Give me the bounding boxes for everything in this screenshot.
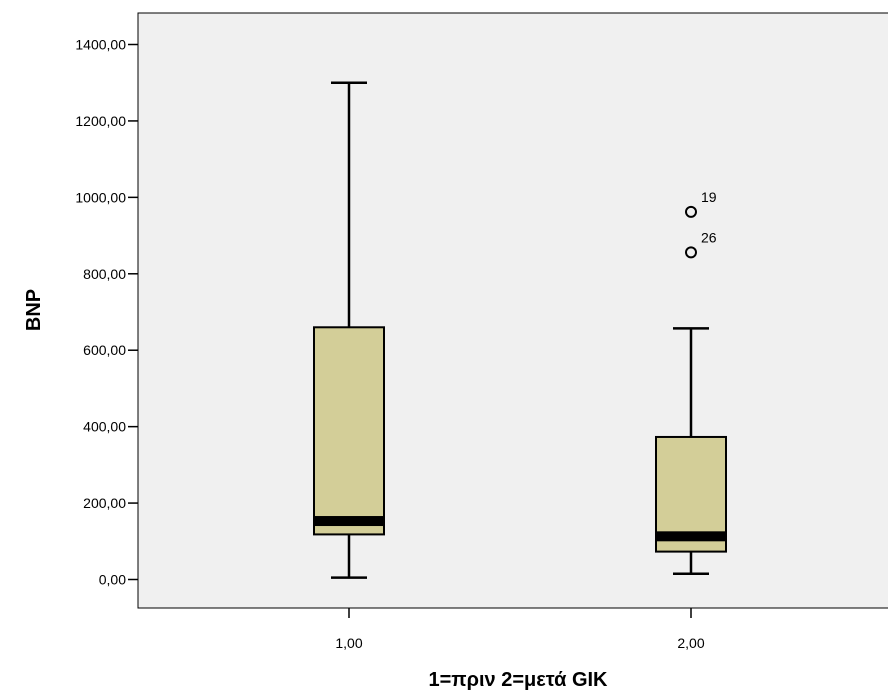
x-axis-title: 1=πριν 2=μετά GIK bbox=[428, 669, 608, 691]
y-tick-label: 600,00 bbox=[83, 342, 126, 358]
x-axis: 1,00 2,00 bbox=[335, 608, 705, 651]
outlier-label: 26 bbox=[701, 229, 717, 245]
y-tick-label: 1000,00 bbox=[75, 189, 126, 205]
median-bar bbox=[314, 516, 384, 527]
y-axis-title: BNP bbox=[23, 289, 45, 331]
outlier-point bbox=[685, 246, 697, 259]
y-tick-label: 1200,00 bbox=[75, 113, 126, 129]
iqr-box bbox=[313, 326, 385, 536]
x-tick-label: 2,00 bbox=[677, 635, 704, 651]
y-tick-label: 400,00 bbox=[83, 419, 126, 435]
y-tick-label: 200,00 bbox=[83, 495, 126, 511]
plot-area bbox=[137, 12, 888, 609]
y-tick-label: 800,00 bbox=[83, 266, 126, 282]
median-bar bbox=[656, 531, 726, 542]
y-tick-label: 0,00 bbox=[99, 572, 126, 588]
outlier-point bbox=[685, 205, 697, 218]
outlier-label: 19 bbox=[701, 189, 717, 205]
box-group bbox=[313, 81, 385, 579]
y-axis: 0,00 200,00 400,00 600,00 800,00 1000,00 1200,… bbox=[75, 37, 138, 588]
x-tick-label: 1,00 bbox=[335, 635, 362, 651]
y-tick-label: 1400,00 bbox=[75, 37, 126, 53]
